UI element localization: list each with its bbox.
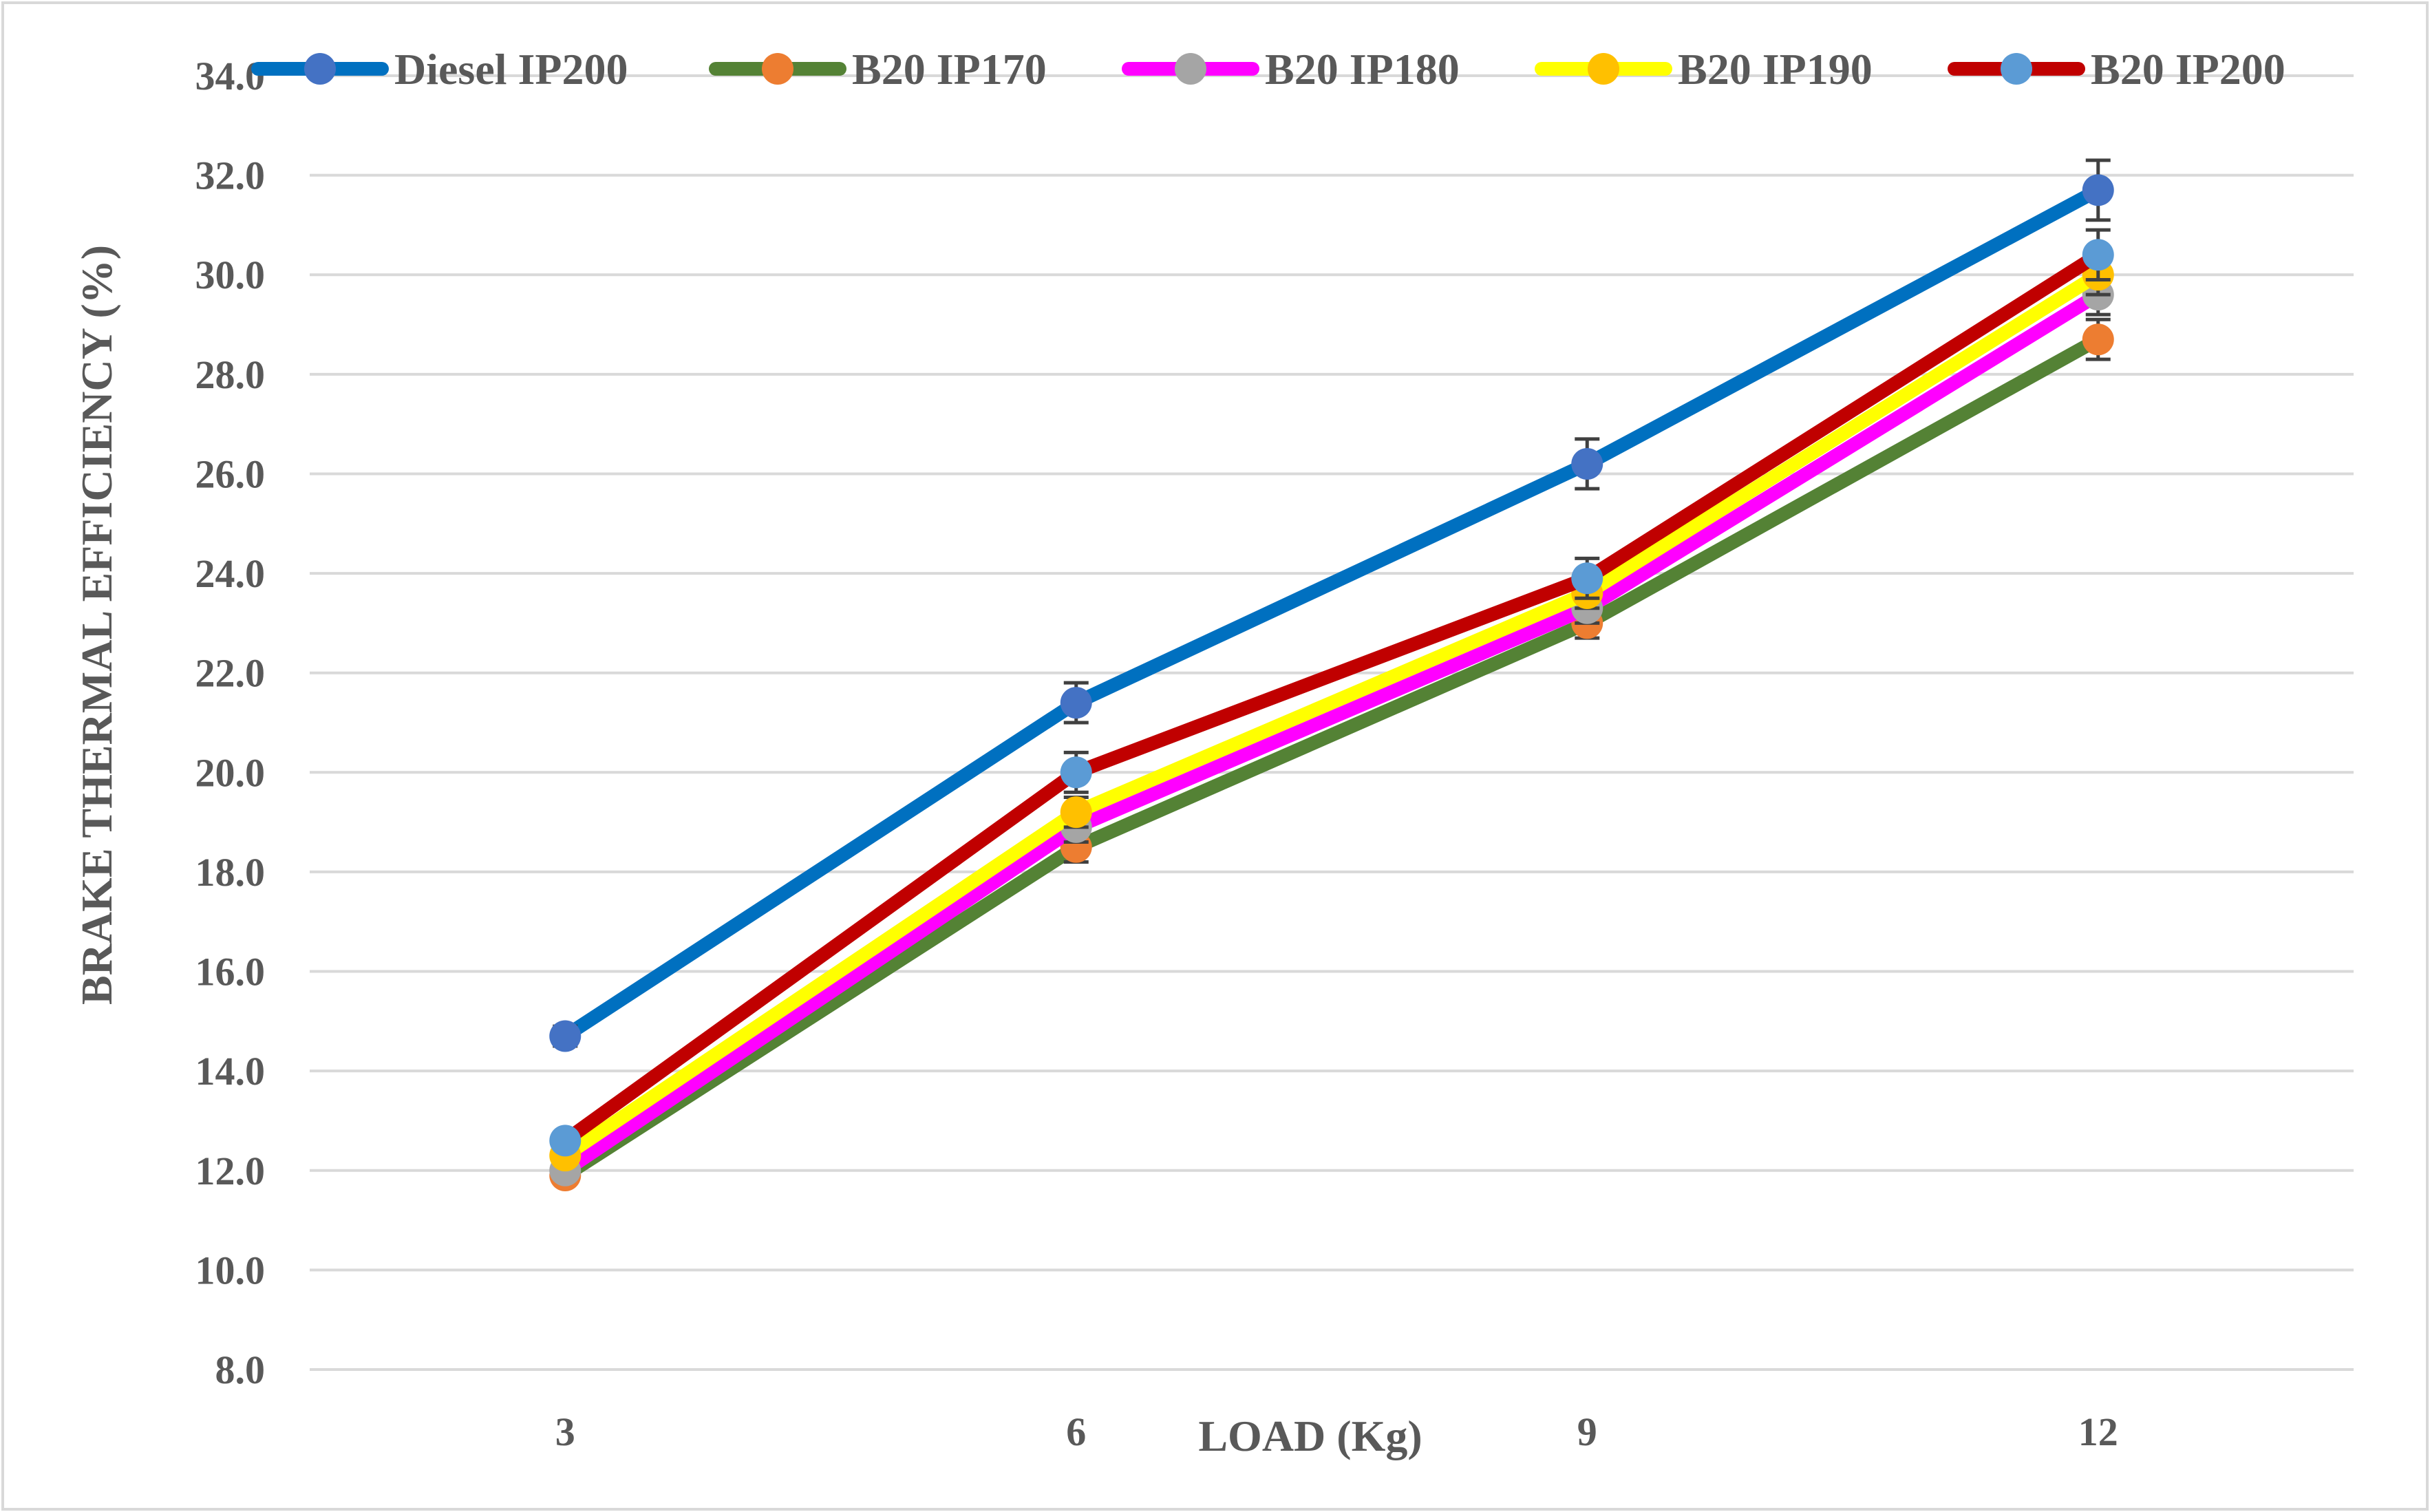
y-tick-label: 22.0 <box>195 651 266 696</box>
legend-item: B20 IP170 <box>709 45 1047 94</box>
data-point <box>1571 448 1603 480</box>
legend-marker <box>1175 53 1206 85</box>
data-point <box>2082 174 2114 206</box>
x-tick-label: 12 <box>2078 1409 2118 1454</box>
data-point <box>1060 687 1092 719</box>
y-axis-ticks: 8.0 10.0 12.0 14.0 16.0 18.0 20.0 22.0 24.0 26.0 2… <box>195 54 266 1392</box>
series-line <box>558 183 2105 1043</box>
y-tick-label: 12.0 <box>195 1149 266 1193</box>
y-tick-label: 20.0 <box>195 750 266 795</box>
y-tick-label: 8.0 <box>215 1348 266 1392</box>
x-tick-label: 6 <box>1066 1409 1086 1454</box>
y-tick-label: 32.0 <box>195 153 266 198</box>
legend-label: B20 IP170 <box>852 45 1047 94</box>
x-axis-ticks: 3 6 9 12 <box>555 1409 2118 1454</box>
x-tick-label: 3 <box>555 1409 575 1454</box>
data-point <box>1571 562 1603 595</box>
y-tick-label: 24.0 <box>195 551 266 596</box>
series-line <box>558 332 2105 1182</box>
series-line <box>558 288 2105 1178</box>
series-line <box>558 268 2105 1163</box>
legend-label: B20 IP190 <box>1678 45 1873 94</box>
legend-marker <box>762 53 793 85</box>
x-tick-label: 9 <box>1577 1409 1597 1454</box>
series-group <box>549 158 2114 1191</box>
x-axis-title: LOAD (Kg) <box>1198 1412 1422 1460</box>
series-b20-ip200 <box>549 228 2114 1157</box>
y-tick-label: 14.0 <box>195 1049 266 1094</box>
data-point <box>2082 323 2114 356</box>
series-line <box>558 248 2105 1148</box>
legend-item: B20 IP190 <box>1535 45 1873 94</box>
data-point <box>549 1020 582 1052</box>
y-tick-label: 26.0 <box>195 451 266 496</box>
legend-item: B20 IP200 <box>1948 45 2285 94</box>
legend: Diesel IP200 B20 IP170 B20 IP180 B20 IP190 B… <box>251 45 2285 94</box>
legend-label: B20 IP200 <box>2091 45 2285 94</box>
gridlines <box>310 74 2354 1371</box>
y-tick-label: 10.0 <box>195 1248 266 1292</box>
series-diesel-ip200 <box>549 158 2114 1052</box>
legend-item: Diesel IP200 <box>251 45 628 94</box>
data-point <box>2082 239 2114 271</box>
y-tick-label: 18.0 <box>195 850 266 895</box>
legend-item: B20 IP180 <box>1122 45 1460 94</box>
legend-marker <box>1588 53 1619 85</box>
legend-label: Diesel IP200 <box>394 45 628 94</box>
legend-marker <box>2001 53 2032 85</box>
y-tick-label: 16.0 <box>195 950 266 994</box>
y-tick-label: 30.0 <box>195 253 266 297</box>
data-point <box>1060 796 1092 829</box>
legend-label: B20 IP180 <box>1265 45 1460 94</box>
y-tick-label: 34.0 <box>195 54 266 98</box>
y-axis-title: BRAKE THERMAL EFFICIENCY (%) <box>72 245 121 1005</box>
data-point <box>549 1125 582 1157</box>
legend-marker <box>304 53 336 85</box>
y-tick-label: 28.0 <box>195 352 266 397</box>
data-point <box>1060 756 1092 789</box>
